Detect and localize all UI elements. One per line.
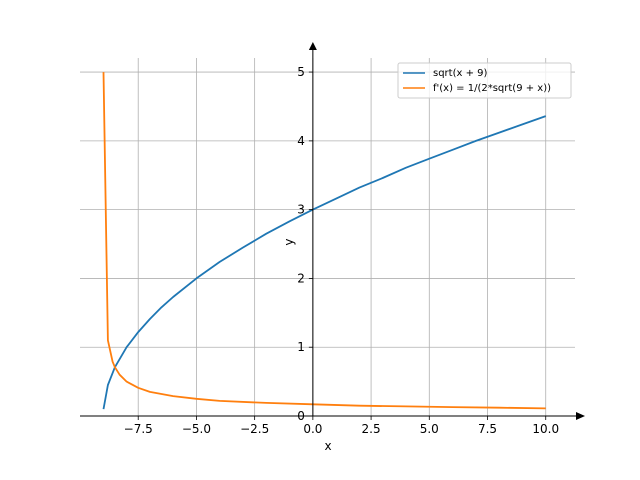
y-axis-label: y <box>282 238 296 245</box>
y-tick-label: 4 <box>297 134 305 148</box>
x-tick-label: 10.0 <box>532 422 559 436</box>
legend-frame <box>397 62 572 99</box>
y-tick-label: 3 <box>297 203 305 217</box>
x-tick-label: −7.5 <box>124 422 153 436</box>
x-tick-label: −5.0 <box>182 422 211 436</box>
series-line-2 <box>102 72 546 410</box>
axes <box>80 42 585 420</box>
x-axis-label: x <box>324 439 331 453</box>
y-tick-label: 1 <box>297 340 305 354</box>
y-axis-arrow <box>308 42 317 50</box>
y-tick-label: 5 <box>297 65 305 79</box>
x-axis-arrow <box>576 412 585 420</box>
legend-label-series-2: f'(x) = 1/(2*sqrt(9 + x)) <box>433 83 551 94</box>
x-tick-label: −2.5 <box>240 422 269 436</box>
ticks: −7.5 −5.0 −2.5 0.0 2.5 5.0 7.5 10.0 0 1 2 3 4 5 <box>124 65 559 436</box>
series-line-1 <box>102 115 547 410</box>
x-tick-label: 2.5 <box>362 422 381 436</box>
legend-label-series-1: sqrt(x + 9) <box>433 68 488 79</box>
grid <box>80 58 575 417</box>
x-tick-label: 5.0 <box>420 422 439 436</box>
x-tick-label: 7.5 <box>478 422 497 436</box>
x-tick-label: 0.0 <box>303 422 322 436</box>
y-tick-label: 2 <box>297 271 305 285</box>
y-tick-label: 0 <box>297 409 305 423</box>
legend: sqrt(x + 9) f'(x) = 1/(2*sqrt(9 + x)) <box>397 62 572 99</box>
series-layer <box>102 72 547 410</box>
